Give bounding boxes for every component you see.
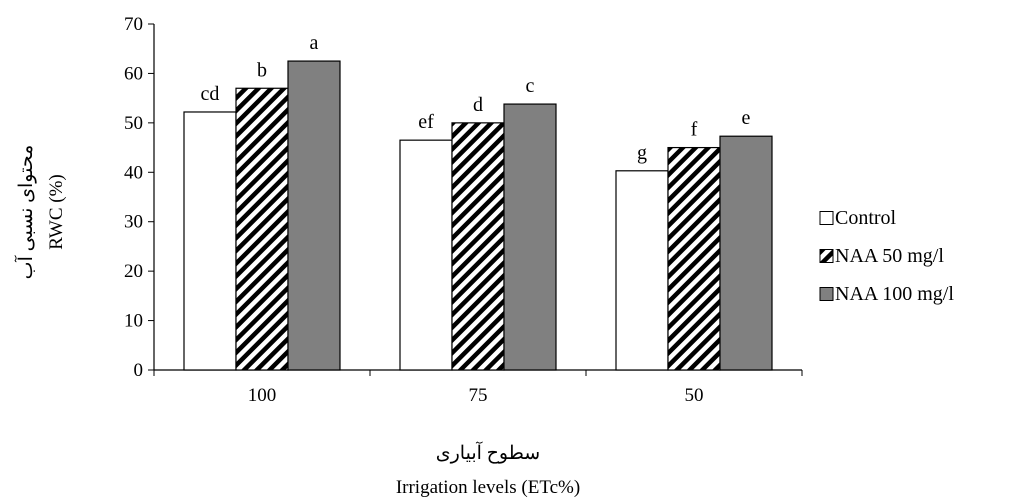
legend-swatch [819, 287, 834, 301]
y-tick-label: 30 [124, 212, 143, 233]
bar-75-naa-100-mg-l [503, 103, 557, 371]
significance-letter: d [473, 94, 483, 116]
significance-letter: g [637, 142, 647, 164]
y-tick-label: 40 [124, 162, 143, 183]
legend-label: Control [835, 207, 897, 229]
y-tick-label: 70 [124, 14, 143, 35]
x-tick-label: 100 [248, 385, 277, 406]
bar-100-naa-100-mg-l [287, 60, 341, 371]
significance-letter: a [310, 32, 319, 54]
y-axis-label-fa: محتوای نسبی آب [14, 145, 37, 280]
significance-letter: e [742, 107, 751, 129]
bar-100-control [183, 111, 237, 371]
y-tick-label: 20 [124, 261, 143, 282]
legend-swatch [819, 211, 834, 225]
y-axis-label-en: RWC (%) [46, 174, 67, 249]
bar-50-naa-100-mg-l [719, 135, 773, 371]
y-tick-label: 50 [124, 113, 143, 134]
x-axis-label-fa: سطوح آبیاری [436, 441, 540, 464]
bar-50-control [615, 170, 669, 371]
x-tick-label: 50 [685, 385, 704, 406]
x-tick-label: 75 [469, 385, 488, 406]
significance-letter: cd [201, 83, 220, 105]
significance-letter: b [257, 59, 267, 81]
x-axis-label-en: Irrigation levels (ETc%) [396, 477, 580, 498]
bar-50-naa-50-mg-l [667, 146, 721, 371]
legend-label: NAA 100 mg/l [835, 283, 954, 305]
legend-swatch [819, 249, 834, 263]
bar-75-control [399, 139, 453, 371]
bar-75-naa-50-mg-l [451, 122, 505, 371]
significance-letter: ef [418, 111, 434, 133]
y-tick-label: 10 [124, 311, 143, 332]
legend-label: NAA 50 mg/l [835, 245, 944, 267]
y-tick-label: 0 [134, 360, 144, 381]
bar-100-naa-50-mg-l [235, 87, 289, 371]
significance-letter: c [526, 75, 535, 97]
significance-letter: f [691, 119, 698, 141]
y-tick-label: 60 [124, 63, 143, 84]
